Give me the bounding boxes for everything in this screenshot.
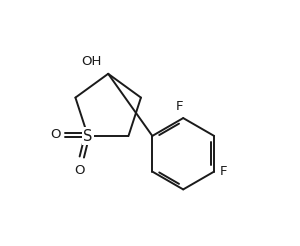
- Text: O: O: [74, 164, 85, 177]
- Text: S: S: [83, 129, 93, 144]
- Text: O: O: [50, 128, 61, 141]
- Text: F: F: [176, 100, 183, 113]
- Text: F: F: [220, 165, 227, 178]
- Text: OH: OH: [82, 55, 102, 68]
